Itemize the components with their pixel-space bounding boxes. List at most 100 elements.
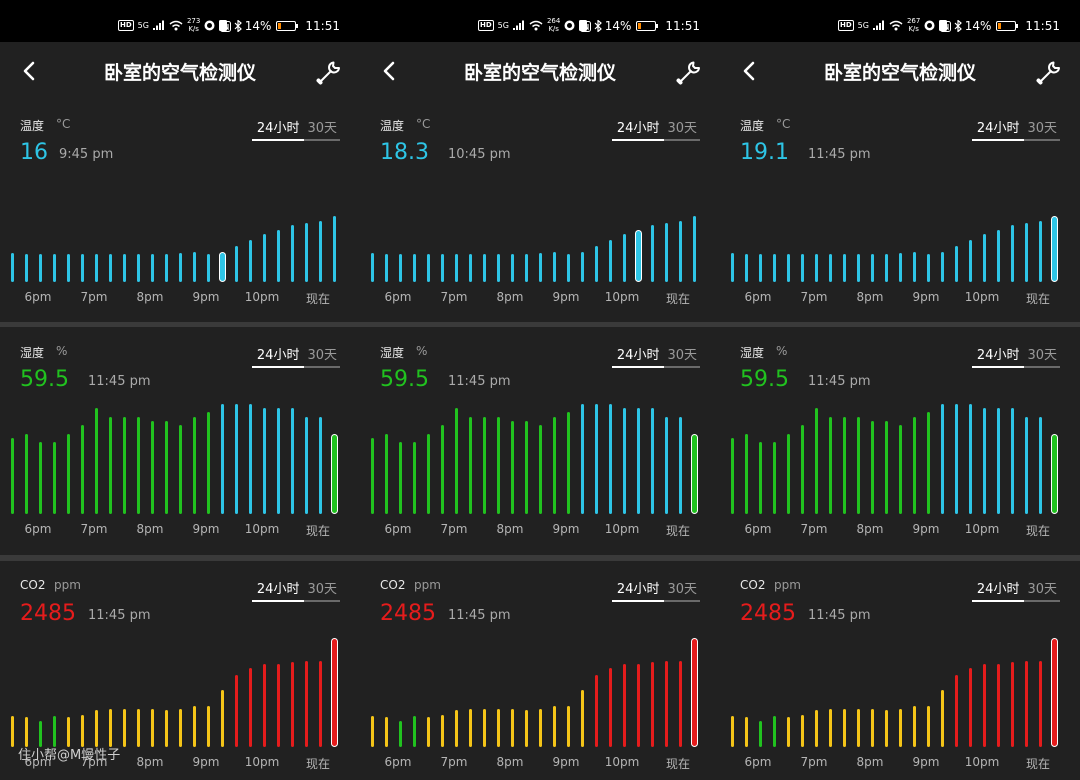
- chart-bar[interactable]: [109, 708, 112, 747]
- chart-bar[interactable]: [731, 715, 734, 747]
- chart-bar[interactable]: [913, 251, 916, 282]
- chart-bar[interactable]: [67, 254, 70, 282]
- chart-bar[interactable]: [81, 254, 84, 282]
- chart-bar[interactable]: [637, 663, 640, 747]
- chart-bar[interactable]: [221, 690, 224, 747]
- chart-bar[interactable]: [207, 705, 210, 747]
- chart-bar[interactable]: [81, 425, 84, 514]
- chart-bar[interactable]: [773, 442, 776, 514]
- chart-bar[interactable]: [165, 254, 168, 282]
- selected-chart-bar[interactable]: [1051, 216, 1058, 282]
- chart-bar[interactable]: [53, 715, 56, 747]
- chart-bar[interactable]: [983, 408, 986, 514]
- chart-bar[interactable]: [567, 412, 570, 514]
- chart-bar[interactable]: [455, 254, 458, 282]
- chart-bar[interactable]: [291, 225, 294, 282]
- chart-bar[interactable]: [441, 254, 444, 282]
- chart-bar[interactable]: [637, 408, 640, 514]
- chart-bar[interactable]: [371, 252, 374, 282]
- chart-bar[interactable]: [193, 251, 196, 282]
- chart-bar[interactable]: [693, 216, 696, 282]
- chart-bar[interactable]: [483, 708, 486, 747]
- chart-bar[interactable]: [249, 668, 252, 747]
- chart-bar[interactable]: [497, 254, 500, 282]
- chart-bar[interactable]: [815, 710, 818, 747]
- tab-30d[interactable]: 30天: [664, 578, 700, 602]
- chart-bar[interactable]: [595, 675, 598, 747]
- chart-bar[interactable]: [221, 404, 224, 514]
- chart-bar[interactable]: [553, 251, 556, 282]
- selected-chart-bar[interactable]: [1051, 433, 1058, 514]
- chart-bar[interactable]: [39, 254, 42, 282]
- chart-bar[interactable]: [623, 664, 626, 747]
- chart-bar[interactable]: [1025, 222, 1028, 282]
- chart-bar[interactable]: [553, 705, 556, 747]
- back-button[interactable]: [18, 59, 40, 83]
- chart-bar[interactable]: [679, 660, 682, 747]
- chart-bar[interactable]: [899, 425, 902, 514]
- chart-bar[interactable]: [941, 251, 944, 282]
- chart-bar[interactable]: [399, 721, 402, 747]
- chart-bar[interactable]: [151, 254, 154, 282]
- settings-button[interactable]: [1034, 57, 1064, 87]
- tab-24h[interactable]: 24小时: [971, 578, 1025, 602]
- selected-chart-bar[interactable]: [1051, 638, 1058, 747]
- chart-bar[interactable]: [609, 404, 612, 514]
- chart-bar[interactable]: [983, 664, 986, 747]
- chart-bar[interactable]: [11, 437, 14, 514]
- chart-bar[interactable]: [277, 229, 280, 282]
- tab-30d[interactable]: 30天: [664, 344, 700, 368]
- chart-bar[interactable]: [927, 705, 930, 747]
- tab-24h[interactable]: 24小时: [251, 578, 305, 602]
- chart-bar[interactable]: [787, 433, 790, 514]
- chart-bar[interactable]: [305, 222, 308, 282]
- chart-bar[interactable]: [623, 408, 626, 514]
- tab-30d[interactable]: 30天: [1024, 117, 1060, 141]
- chart-bar[interactable]: [913, 705, 916, 747]
- chart-bar[interactable]: [843, 416, 846, 514]
- chart-bar[interactable]: [469, 708, 472, 747]
- chart-bar[interactable]: [179, 252, 182, 282]
- selected-chart-bar[interactable]: [331, 638, 338, 747]
- chart-bar[interactable]: [665, 222, 668, 282]
- chart-bar[interactable]: [319, 416, 322, 514]
- chart-bar[interactable]: [137, 416, 140, 514]
- chart-bar[interactable]: [235, 245, 238, 282]
- chart-bar[interactable]: [263, 408, 266, 514]
- chart-bar[interactable]: [53, 254, 56, 282]
- chart-bar[interactable]: [305, 416, 308, 514]
- chart-bar[interactable]: [679, 416, 682, 514]
- chart-bar[interactable]: [1039, 660, 1042, 747]
- chart-bar[interactable]: [787, 254, 790, 282]
- chart-bar[interactable]: [801, 715, 804, 747]
- chart-bar[interactable]: [941, 404, 944, 514]
- chart-bar[interactable]: [1011, 661, 1014, 747]
- chart-bar[interactable]: [525, 420, 528, 514]
- chart-bar[interactable]: [955, 404, 958, 514]
- chart-bar[interactable]: [291, 661, 294, 747]
- chart-bar[interactable]: [165, 709, 168, 747]
- chart-bar[interactable]: [11, 715, 14, 747]
- chart-bar[interactable]: [319, 660, 322, 747]
- chart-bar[interactable]: [525, 709, 528, 747]
- chart-bar[interactable]: [731, 437, 734, 514]
- chart-bar[interactable]: [427, 716, 430, 747]
- chart-bar[interactable]: [969, 404, 972, 514]
- chart-bar[interactable]: [179, 708, 182, 747]
- chart-bar[interactable]: [539, 252, 542, 282]
- chart-bar[interactable]: [151, 420, 154, 514]
- chart-bar[interactable]: [745, 433, 748, 514]
- chart-bar[interactable]: [39, 721, 42, 747]
- chart-bar[interactable]: [787, 716, 790, 747]
- chart-bar[interactable]: [885, 709, 888, 747]
- selected-chart-bar[interactable]: [635, 229, 642, 282]
- selected-chart-bar[interactable]: [691, 433, 698, 514]
- chart-bar[interactable]: [39, 442, 42, 514]
- chart-bar[interactable]: [455, 710, 458, 747]
- chart-bar[interactable]: [969, 240, 972, 282]
- chart-bar[interactable]: [539, 708, 542, 747]
- chart-bar[interactable]: [665, 416, 668, 514]
- chart-bar[interactable]: [843, 254, 846, 282]
- chart-bar[interactable]: [497, 708, 500, 747]
- chart-bar[interactable]: [95, 710, 98, 747]
